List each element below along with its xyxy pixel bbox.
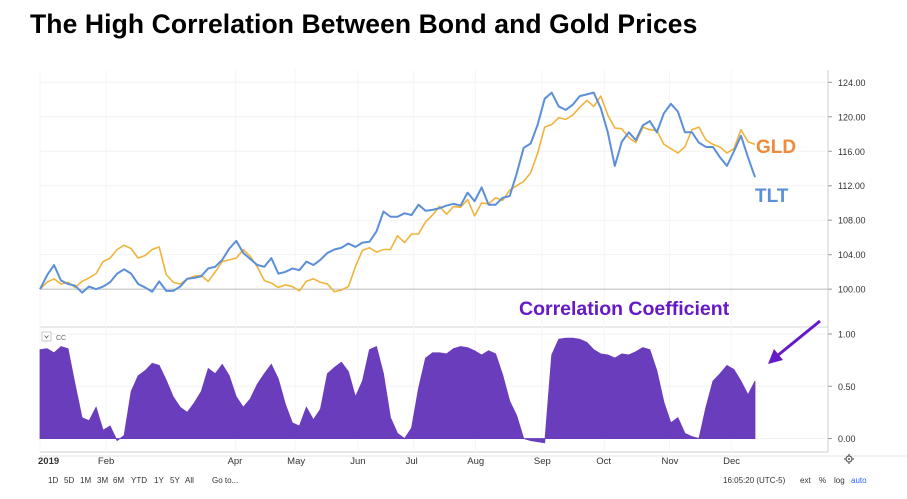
chevron-down-icon (44, 335, 49, 339)
y-tick-label: 104.00 (838, 250, 866, 260)
range-button-5y[interactable]: 5Y (170, 476, 180, 485)
x-tick-label: Oct (596, 456, 611, 467)
range-button-1d[interactable]: 1D (48, 476, 59, 485)
range-button-3m[interactable]: 3M (97, 476, 109, 485)
chart-frame (40, 70, 907, 457)
y-tick-label: 124.00 (838, 78, 866, 88)
x-tick-label: Jul (406, 456, 418, 467)
annotation-arrow-icon (768, 319, 821, 364)
x-tick-label: Aug (467, 456, 484, 467)
ext-toggle[interactable]: ext (800, 476, 811, 485)
chart-title: The High Correlation Between Bond and Go… (30, 9, 698, 39)
y-tick-label: 0.00 (838, 434, 856, 444)
x-tick-label: Feb (98, 456, 114, 467)
goto-button[interactable]: Go to... (212, 476, 239, 485)
range-button-all[interactable]: All (185, 476, 194, 485)
gld-series-label: GLD (756, 137, 796, 158)
y-tick-label: 116.00 (838, 147, 865, 157)
series-line-gld (39, 95, 756, 293)
percent-toggle[interactable]: % (819, 476, 827, 485)
indicator-label: CC (56, 335, 66, 342)
x-tick-label: 2019 (38, 456, 59, 467)
range-button-ytd[interactable]: YTD (131, 476, 147, 485)
range-button-5d[interactable]: 5D (64, 476, 75, 485)
clock-readout: 16:05:20 (UTC-5) (723, 476, 786, 485)
bottom-toolbar: 1D 5D 1M 3M 6M YTD 1Y 5Y All Go to... 16:05:20 (… (0, 472, 907, 494)
range-button-1y[interactable]: 1Y (154, 476, 164, 485)
y-tick-label: 108.00 (838, 216, 866, 226)
x-tick-label: Jun (350, 456, 365, 467)
x-tick-label: Apr (228, 456, 243, 467)
y-tick-label: 1.00 (838, 330, 856, 340)
correlation-area-layer (39, 337, 756, 444)
x-axis: 2019 Feb Apr May Jun Jul Aug Sep Oct Nov Dec (38, 456, 740, 467)
correlation-area (39, 337, 756, 444)
indicator-legend[interactable]: CC (41, 331, 66, 342)
series-layer (39, 91, 756, 294)
chart-canvas: 124.00 120.00 116.00 112.00 108.00 104.00 100.… (38, 70, 907, 467)
y-tick-label: 100.00 (838, 285, 866, 295)
y-tick-label: 112.00 (838, 181, 865, 191)
y-tick-label: 0.50 (838, 382, 856, 392)
log-toggle[interactable]: log (834, 476, 845, 485)
tlt-series-label: TLT (755, 186, 789, 207)
auto-toggle[interactable]: auto (851, 476, 867, 485)
range-button-1m[interactable]: 1M (80, 476, 92, 485)
correlation-annotation: Correlation Coefficient (519, 298, 730, 320)
indicator-collapse-box[interactable] (41, 331, 52, 342)
y-tick-label: 120.00 (838, 112, 866, 122)
x-tick-label: Sep (534, 456, 551, 467)
x-tick-label: May (287, 456, 305, 467)
y-axis: 124.00 120.00 116.00 112.00 108.00 104.00 100.… (828, 78, 866, 444)
gear-icon[interactable] (844, 454, 854, 464)
series-line-tlt (39, 91, 756, 294)
range-button-6m[interactable]: 6M (113, 476, 125, 485)
x-tick-label: Nov (661, 456, 678, 467)
x-tick-label: Dec (723, 456, 740, 467)
